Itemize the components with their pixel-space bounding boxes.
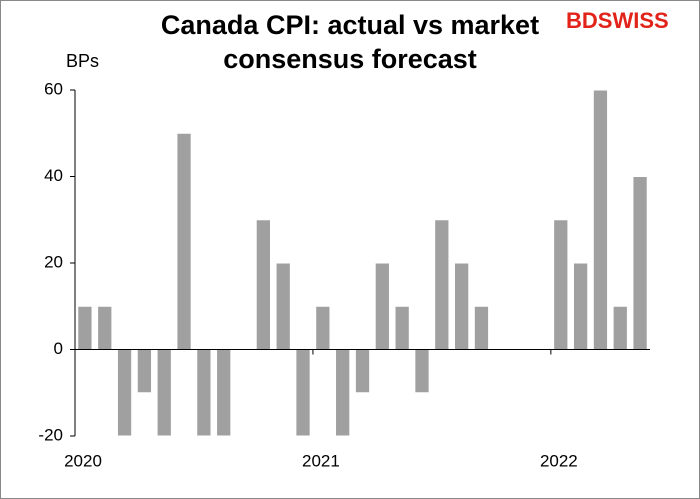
bar	[612, 305, 628, 350]
x-tick-label: 2021	[302, 451, 340, 470]
bar	[394, 305, 410, 350]
bar	[454, 262, 470, 350]
y-tick-label: -20	[38, 425, 63, 444]
x-tick-label: 2022	[540, 451, 578, 470]
y-axis-label: BPs	[66, 51, 99, 71]
bar	[97, 305, 113, 350]
bar	[295, 349, 311, 437]
bar	[374, 262, 390, 350]
bar	[275, 262, 291, 350]
bar	[136, 349, 153, 394]
bar	[176, 132, 192, 350]
bar	[315, 305, 331, 350]
bar	[592, 89, 609, 350]
y-tick-label: 0	[54, 339, 63, 358]
bar	[434, 219, 450, 350]
y-tick-label: 40	[44, 166, 63, 185]
bar	[414, 349, 430, 394]
bar	[77, 305, 93, 350]
chart-title: Canada CPI: actual vs market	[161, 10, 539, 40]
bar	[473, 305, 490, 350]
y-tick-label: 60	[44, 79, 63, 98]
bar	[116, 349, 133, 437]
bar	[553, 219, 569, 350]
bar	[354, 349, 371, 394]
y-tick-label: 20	[44, 252, 63, 271]
bar	[156, 349, 172, 437]
bar	[572, 262, 589, 350]
logo: BDSWISS	[566, 8, 669, 33]
chart-title: consensus forecast	[223, 44, 477, 74]
bar	[632, 176, 648, 350]
bar	[255, 219, 272, 350]
x-tick-label: 2020	[64, 451, 102, 470]
bar	[335, 349, 351, 437]
bar	[216, 349, 232, 437]
bar	[196, 349, 212, 437]
